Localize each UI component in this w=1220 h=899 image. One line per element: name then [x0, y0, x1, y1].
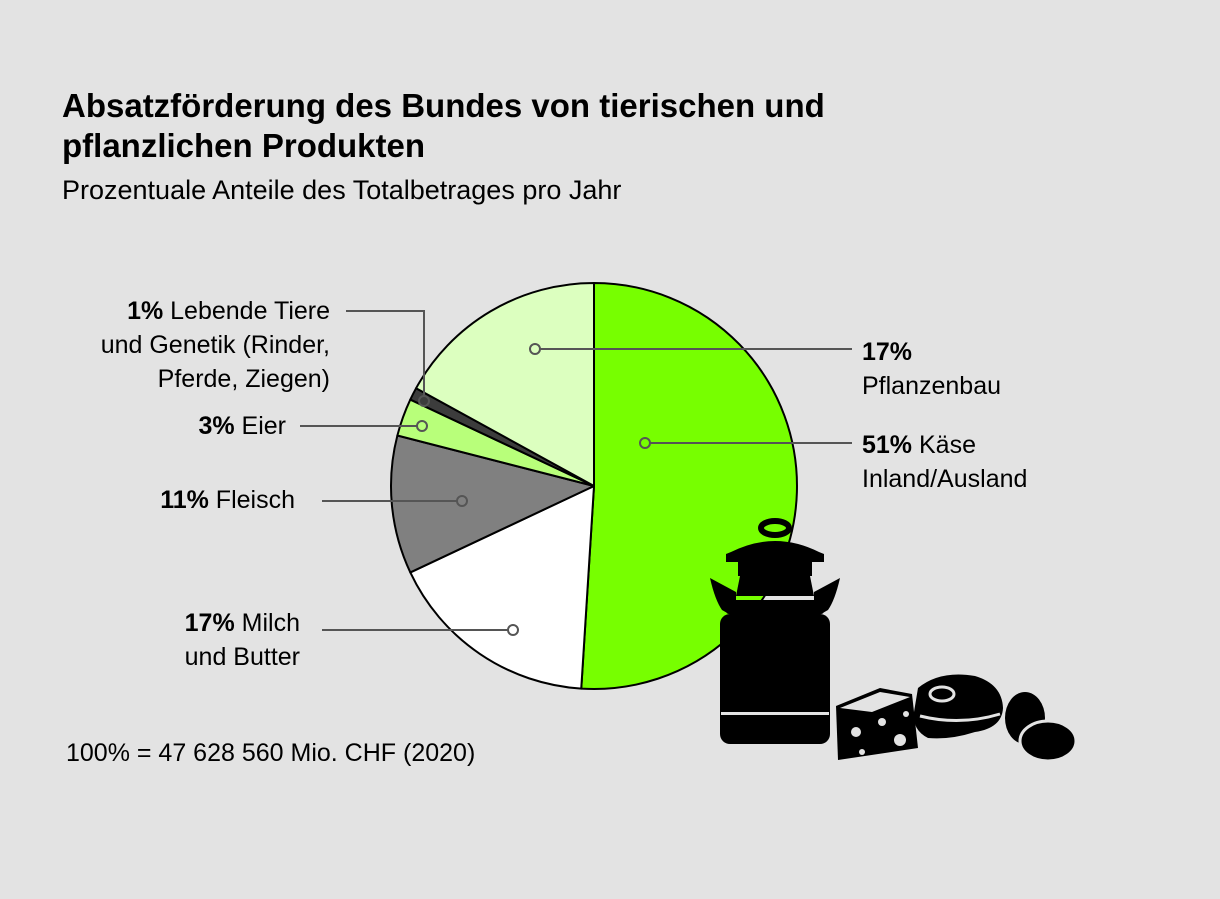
milk-can-icon	[710, 518, 840, 744]
footnote: 100% = 47 628 560 Mio. CHF (2020)	[66, 739, 476, 767]
slice-percent: 1%	[127, 297, 164, 325]
slice-name: Pflanzenbau	[862, 372, 1002, 400]
meat-icon	[913, 674, 1003, 739]
cheese-icon	[836, 688, 918, 760]
pie-slice	[409, 485, 595, 690]
slice-label: 17% Pflanzenbau	[862, 335, 1001, 403]
slice-label: 17% Milch und Butter	[185, 606, 300, 674]
slice-percent: 51%	[862, 431, 913, 459]
slice-percent: 11%	[160, 486, 209, 514]
slice-name: Käse Inland/Ausland	[862, 431, 1028, 493]
leader-dot	[639, 437, 651, 449]
pie-slice	[390, 434, 595, 574]
leader-dot	[507, 624, 519, 636]
chart-subtitle: Prozentuale Anteile des Totalbetrages pr…	[62, 175, 622, 205]
pie-slices	[390, 282, 798, 690]
slice-label: 11% Fleisch	[160, 483, 295, 517]
leader-lines	[300, 310, 852, 636]
slice-percent: 17%	[862, 338, 913, 366]
slice-label: 51% Käse Inland/Ausland	[862, 428, 1027, 496]
slice-label: 3% Eier	[198, 409, 286, 443]
slice-name: Eier	[234, 412, 286, 440]
slice-name: Lebende Tiere und Genetik (Rinder, Pferd…	[100, 297, 330, 393]
slice-name: Milch und Butter	[184, 609, 300, 671]
slice-name: Fleisch	[208, 486, 295, 514]
leader-dot	[416, 420, 428, 432]
leader-dot	[418, 395, 430, 407]
slice-label: 1% Lebende Tiere und Genetik (Rinder, Pf…	[101, 294, 330, 396]
pie-slice	[415, 282, 595, 487]
leader-dot	[456, 495, 468, 507]
slice-percent: 17%	[184, 609, 235, 637]
eggs-icon	[1005, 692, 1078, 763]
chart-title: Absatzförderung des Bundes von tierische…	[62, 87, 825, 164]
leader-dot	[529, 343, 541, 355]
leader-line	[346, 310, 425, 401]
slice-percent: 3%	[198, 412, 235, 440]
